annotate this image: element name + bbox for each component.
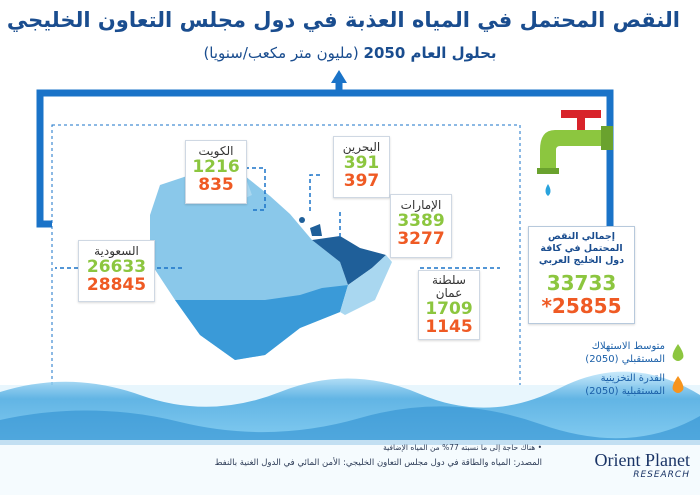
outline-frame-top [36,81,343,214]
saudi-capacity: 28845 [86,275,147,295]
faucet-icon [537,110,613,196]
card-kuwait: الكويت 1216 835 [185,140,247,204]
orange-drop-icon [672,376,684,393]
outline-frame-left [36,214,52,228]
bahrain-capacity: 397 [343,171,380,191]
legend-label-consumption: متوسط الاستهلاك المستقبلي (2050) [585,341,665,365]
page-title: النقص المحتمل في المياه العذبة في دول مج… [6,8,680,32]
page-subtitle: بحلول العام 2050 (مليون متر مكعب/سنويا) [20,44,680,62]
legend-item-capacity: القدرة التخزينية المستقبلية (2050) [555,372,685,398]
footnote: • هناك حاجة إلى ما نسبته 77% من المياه ا… [383,443,542,452]
country-name-uae: الإمارات [400,198,442,212]
brand-sub: RESEARCH [633,470,690,480]
connector-kuwait [245,167,266,211]
bahrain-consumption: 391 [343,153,380,173]
oman-consumption: 1709 [425,299,473,319]
kuwait-consumption: 1216 [192,157,240,177]
legend-label-capacity: القدرة التخزينية المستقبلية (2050) [585,373,665,397]
brand-name: Orient Planet [594,450,690,470]
uae-consumption: 3389 [397,211,445,231]
green-drop-icon [672,344,684,361]
oman-capacity: 1145 [425,317,473,337]
country-name-oman: سلطنة عمان [432,273,466,300]
total-consumption: 33733 [546,271,617,295]
card-uae: الإمارات 3389 3277 [390,194,452,258]
total-label: إجمالي النقص المحتمل في كافة دول الخليج … [538,231,625,266]
legend: متوسط الاستهلاك المستقبلي (2050) القدرة … [555,340,685,398]
map-frame [51,124,521,388]
total-capacity: *25855 [541,294,622,318]
kuwait-capacity: 835 [198,175,234,195]
connector-bahrain [309,174,320,212]
card-bahrain: البحرين 391 397 [333,136,390,198]
country-name-bahrain: البحرين [342,140,381,154]
card-oman: سلطنة عمان 1709 1145 [418,270,480,340]
saudi-consumption: 26633 [86,257,147,277]
subtitle-year: بحلول العام 2050 [363,44,497,62]
subtitle-unit: (مليون متر مكعب/سنويا) [203,44,359,62]
source-note: المصدر: المياه والطاقة في دول مجلس التعا… [214,458,542,468]
brand-logo: Orient Planet RESEARCH [560,450,690,480]
outline-frame-right [339,89,614,226]
country-name-kuwait: الكويت [198,144,234,158]
country-name-saudi: السعودية [94,244,139,258]
card-saudi: السعودية 26633 28845 [78,240,155,302]
uae-capacity: 3277 [397,229,445,249]
card-total: إجمالي النقص المحتمل في كافة دول الخليج … [528,226,635,324]
arrow-up-icon [331,70,347,83]
legend-item-consumption: متوسط الاستهلاك المستقبلي (2050) [555,340,685,366]
